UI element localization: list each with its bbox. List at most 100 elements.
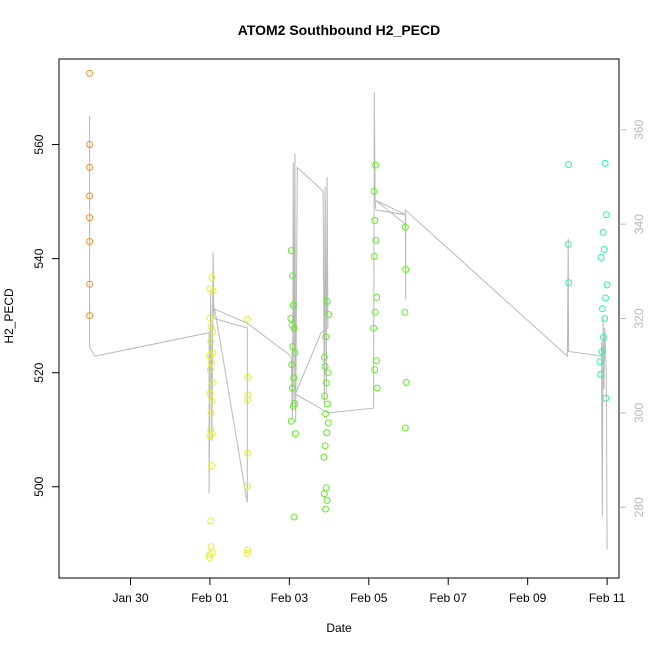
- data-point: [402, 378, 410, 386]
- data-point: [401, 223, 409, 231]
- data-point: [86, 312, 94, 320]
- data-point: [600, 246, 608, 253]
- data-point: [322, 333, 330, 341]
- y-tick-label: 560: [32, 134, 46, 154]
- secondary-y-tick-label: 320: [632, 308, 646, 328]
- data-point: [208, 358, 215, 366]
- data-point: [372, 161, 379, 169]
- data-point: [209, 328, 217, 336]
- secondary-y-tick-label: 340: [632, 214, 646, 234]
- data-point: [207, 409, 215, 417]
- data-point: [401, 424, 409, 432]
- data-point: [324, 400, 331, 408]
- chart-title: ATOM2 Southbound H2_PECD: [238, 22, 440, 38]
- points-layer: [86, 69, 611, 561]
- data-point: [206, 554, 213, 561]
- data-point: [601, 159, 609, 167]
- data-point: [207, 337, 215, 345]
- data-point: [321, 362, 329, 370]
- x-tick-label: Feb 01: [191, 591, 229, 605]
- data-point: [244, 373, 252, 381]
- data-point: [206, 432, 214, 440]
- data-point: [320, 490, 328, 498]
- data-point: [287, 247, 295, 255]
- data-point: [597, 370, 605, 378]
- data-point: [208, 430, 216, 438]
- data-point: [288, 361, 296, 369]
- data-point: [291, 349, 299, 357]
- data-point: [373, 384, 381, 392]
- data-point: [600, 333, 607, 341]
- data-point: [206, 365, 214, 373]
- data-point: [289, 342, 297, 350]
- data-point: [206, 352, 213, 360]
- data-point: [289, 384, 296, 392]
- x-tick-label: Feb 05: [350, 591, 388, 605]
- data-point: [324, 419, 332, 427]
- data-point: [208, 273, 216, 281]
- x-tick-label: Jan 30: [112, 591, 148, 605]
- data-point: [322, 505, 329, 513]
- data-point: [86, 163, 94, 171]
- data-point: [244, 391, 252, 399]
- data-point: [323, 429, 331, 437]
- data-point: [599, 228, 607, 236]
- data-point: [287, 315, 295, 322]
- data-point: [320, 353, 328, 361]
- data-point: [401, 308, 409, 316]
- x-tick-label: Feb 07: [430, 591, 468, 605]
- y-tick-label: 540: [32, 248, 46, 268]
- data-point: [321, 442, 329, 450]
- data-point: [206, 314, 214, 322]
- secondary-y-tick-label: 360: [632, 119, 646, 139]
- data-point: [206, 389, 214, 397]
- secondary-y-axis-ticks: 280 300 320 340 360: [619, 119, 646, 517]
- data-point: [602, 211, 610, 219]
- data-point: [603, 281, 611, 289]
- data-point: [371, 366, 379, 374]
- data-point: [371, 216, 379, 224]
- data-point: [596, 358, 604, 366]
- data-point: [565, 279, 573, 287]
- data-point: [597, 254, 605, 261]
- data-point: [290, 513, 298, 521]
- data-point: [602, 394, 610, 402]
- data-point: [290, 324, 298, 332]
- data-point: [289, 402, 297, 410]
- data-point: [402, 266, 410, 273]
- x-tick-label: Feb 11: [589, 591, 626, 605]
- secondary-y-tick-label: 280: [632, 497, 646, 517]
- secondary-line-layer: [89, 91, 608, 550]
- data-point: [322, 410, 329, 418]
- data-point: [598, 348, 606, 356]
- x-tick-label: Feb 03: [271, 591, 309, 605]
- secondary-y-tick-label: 300: [632, 403, 646, 423]
- secondary-series-line: [89, 91, 608, 550]
- data-point: [244, 449, 252, 457]
- data-point: [598, 305, 606, 313]
- x-axis-label: Date: [326, 621, 352, 635]
- data-point: [323, 496, 331, 504]
- data-point: [565, 161, 573, 168]
- data-point: [86, 69, 94, 77]
- data-point: [601, 315, 609, 322]
- data-point: [209, 379, 217, 387]
- data-point: [323, 297, 331, 305]
- data-point: [602, 294, 609, 302]
- data-point: [209, 287, 217, 295]
- data-point: [86, 214, 94, 222]
- data-point: [371, 308, 379, 316]
- data-point: [207, 543, 215, 551]
- data-point: [370, 324, 378, 332]
- data-point: [322, 379, 330, 387]
- data-point: [208, 397, 216, 405]
- x-axis-ticks: Jan 30 Feb 01 Feb 03 Feb 05 Feb 07 Feb 09 Feb …: [112, 578, 626, 605]
- data-point: [243, 482, 251, 490]
- data-point: [86, 192, 94, 200]
- data-point: [287, 417, 295, 425]
- data-point: [86, 238, 94, 245]
- data-point: [207, 426, 215, 434]
- data-point: [289, 301, 297, 309]
- data-point: [564, 240, 572, 248]
